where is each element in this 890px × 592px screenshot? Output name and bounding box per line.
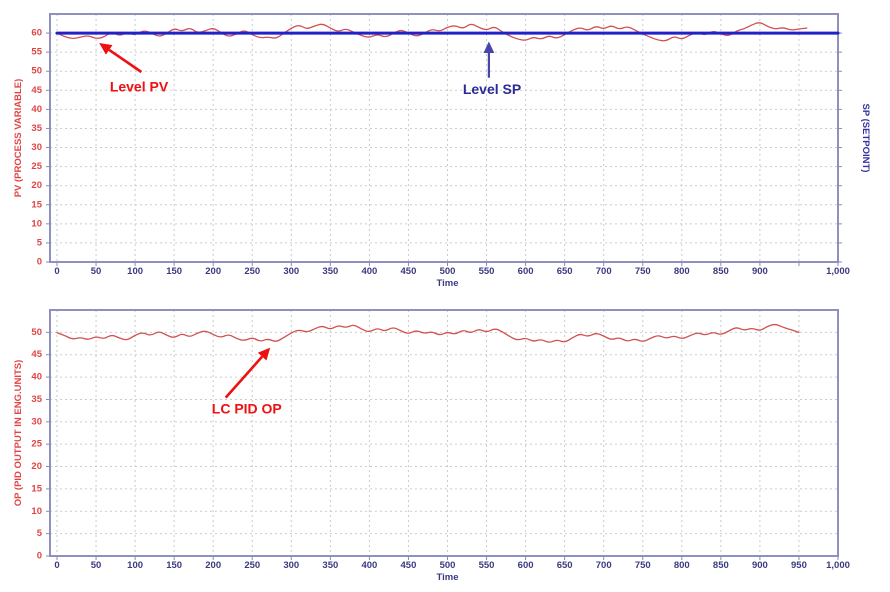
svg-text:15: 15	[31, 483, 42, 494]
svg-text:30: 30	[31, 416, 42, 427]
left-axis-title: OP (PID OUTPUT IN ENG.UNITS)	[13, 360, 24, 507]
annotation-level-pv: Level PV	[99, 42, 169, 94]
svg-text:45: 45	[31, 85, 42, 96]
svg-text:100: 100	[127, 560, 143, 571]
svg-text:250: 250	[244, 266, 260, 277]
svg-text:300: 300	[283, 560, 299, 571]
svg-text:50: 50	[31, 327, 42, 338]
svg-text:0: 0	[37, 257, 42, 268]
level-pv-series-line	[56, 22, 808, 42]
svg-text:10: 10	[31, 506, 42, 517]
svg-text:150: 150	[166, 560, 182, 571]
annotation-label: LC PID OP	[212, 400, 282, 416]
svg-text:600: 600	[518, 560, 534, 571]
x-axis-title: Time	[436, 572, 458, 583]
plot-border	[49, 13, 839, 263]
annotation-arrow-line	[224, 355, 264, 399]
svg-text:300: 300	[283, 266, 299, 277]
svg-text:40: 40	[31, 372, 42, 383]
svg-text:750: 750	[635, 266, 651, 277]
svg-text:5: 5	[37, 528, 43, 539]
svg-text:850: 850	[713, 560, 729, 571]
annotation-label: Level SP	[463, 81, 521, 97]
svg-text:200: 200	[205, 560, 221, 571]
svg-text:150: 150	[166, 266, 182, 277]
svg-text:0: 0	[37, 551, 42, 562]
svg-text:850: 850	[713, 266, 729, 277]
svg-text:700: 700	[596, 560, 612, 571]
svg-text:25: 25	[31, 439, 42, 450]
annotation-arrow-head	[257, 347, 271, 361]
svg-text:1,000: 1,000	[826, 266, 850, 277]
plot-border	[49, 309, 839, 557]
x-tick-labels: 0 50 100 150 200 250 300 350 400 450 500 550 600 650 7…	[54, 266, 850, 277]
op-trend-chart: 0 5 10 15 20 25 30 35 40 45 50 0 50 100 150 200 250 300 35…	[0, 296, 890, 592]
svg-text:500: 500	[440, 560, 456, 571]
x-tick-labels: 0 50 100 150 200 250 300 350 400 450 500 550 600 650 7…	[54, 560, 850, 571]
svg-text:25: 25	[31, 161, 42, 172]
svg-text:35: 35	[31, 123, 42, 134]
svg-text:50: 50	[31, 66, 42, 77]
left-axis-title: PV (PROCESS VARIABLE)	[13, 79, 24, 198]
svg-text:950: 950	[791, 560, 807, 571]
gridlines	[50, 14, 839, 263]
svg-text:200: 200	[205, 266, 221, 277]
svg-text:400: 400	[361, 266, 377, 277]
svg-text:500: 500	[440, 266, 456, 277]
svg-text:0: 0	[54, 266, 59, 277]
svg-text:550: 550	[479, 560, 495, 571]
svg-text:40: 40	[31, 104, 42, 115]
svg-text:650: 650	[557, 266, 573, 277]
svg-text:800: 800	[674, 266, 690, 277]
svg-text:650: 650	[557, 560, 573, 571]
y-tick-labels: 0 5 10 15 20 25 30 35 40 45 50	[31, 327, 42, 562]
level-trend-chart: 0 5 10 15 20 25 30 35 40 45 50 55 60 0 50 100 150 200 250 3…	[13, 13, 871, 289]
svg-text:250: 250	[244, 560, 260, 571]
svg-text:55: 55	[31, 47, 42, 58]
svg-text:0: 0	[54, 560, 59, 571]
svg-text:700: 700	[596, 266, 612, 277]
svg-text:900: 900	[752, 560, 768, 571]
y-tick-labels: 0 5 10 15 20 25 30 35 40 45 50 55 60	[31, 28, 42, 268]
svg-text:550: 550	[479, 266, 495, 277]
svg-text:600: 600	[518, 266, 534, 277]
annotation-arrow-line	[108, 48, 143, 74]
svg-text:1,000: 1,000	[826, 560, 850, 571]
svg-text:100: 100	[127, 266, 143, 277]
svg-text:400: 400	[361, 560, 377, 571]
svg-text:900: 900	[752, 266, 768, 277]
svg-text:450: 450	[401, 266, 417, 277]
svg-text:20: 20	[31, 180, 42, 191]
tick-marks	[46, 331, 839, 560]
svg-text:45: 45	[31, 349, 42, 360]
svg-text:50: 50	[91, 560, 102, 571]
svg-text:350: 350	[322, 560, 338, 571]
svg-text:30: 30	[31, 142, 42, 153]
right-axis-title: SP (SETPOINT)	[860, 104, 871, 173]
svg-text:350: 350	[322, 266, 338, 277]
annotation-label: Level PV	[110, 78, 169, 94]
annotation-level-sp: Level SP	[463, 41, 521, 97]
annotation-arrow-head	[99, 42, 113, 55]
gridlines	[50, 310, 839, 557]
svg-text:800: 800	[674, 560, 690, 571]
svg-text:60: 60	[31, 28, 42, 39]
x-axis-title: Time	[436, 278, 458, 289]
svg-text:10: 10	[31, 218, 42, 229]
lc-pid-op-series-line	[56, 323, 800, 343]
svg-text:450: 450	[401, 560, 417, 571]
annotation-lc-pid-op: LC PID OP	[212, 347, 282, 416]
svg-text:5: 5	[37, 237, 43, 248]
svg-text:750: 750	[635, 560, 651, 571]
svg-text:35: 35	[31, 394, 42, 405]
svg-text:20: 20	[31, 461, 42, 472]
annotation-arrow-head	[483, 41, 495, 53]
tick-marks	[46, 32, 842, 266]
svg-text:50: 50	[91, 266, 102, 277]
svg-text:15: 15	[31, 199, 42, 210]
